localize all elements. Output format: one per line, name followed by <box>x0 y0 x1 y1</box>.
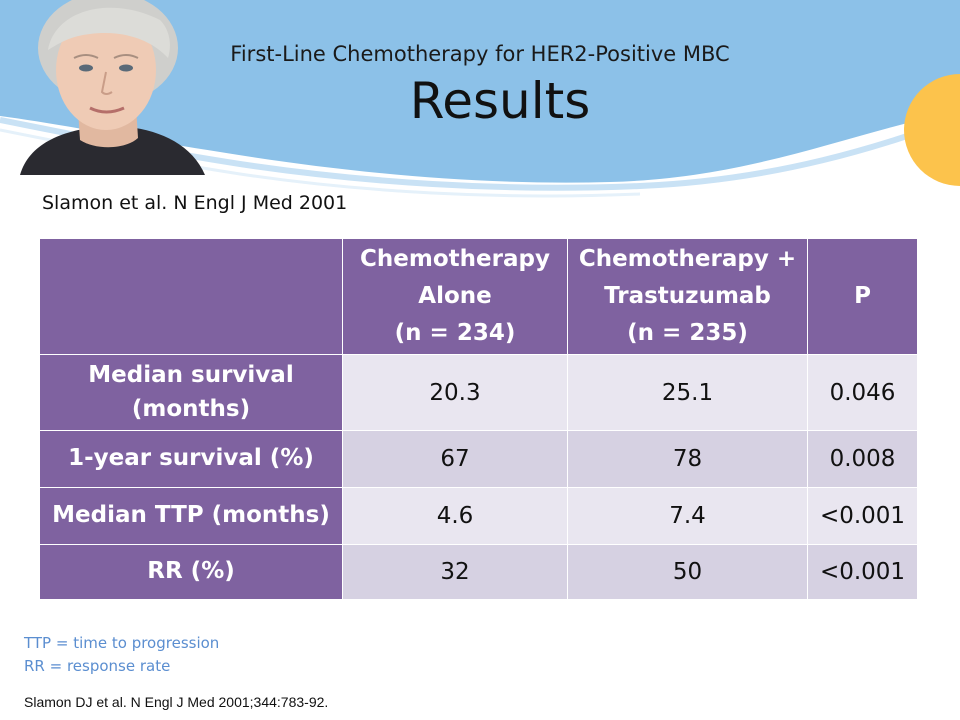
accent-circle <box>904 74 960 186</box>
header-line: Chemotherapy + <box>578 246 797 273</box>
header-line: Chemotherapy <box>360 246 550 273</box>
table-cell: 67 <box>342 430 568 488</box>
table-cell: 32 <box>342 544 568 600</box>
header-line: P <box>854 283 871 310</box>
table-cell: 4.6 <box>342 487 568 545</box>
header-line: (n = 235) <box>627 319 748 346</box>
column-header-chemo-trastuzumab: Chemotherapy + Trastuzumab (n = 235) <box>567 238 808 355</box>
header-line: Trastuzumab <box>604 283 771 310</box>
table-header-row: Chemotherapy Alone (n = 234) Chemotherap… <box>39 238 918 355</box>
table-cell: 0.008 <box>807 430 918 488</box>
table-cell: 50 <box>567 544 808 600</box>
table-cell: 0.046 <box>807 354 918 431</box>
table-row: Median TTP (months) 4.6 7.4 <0.001 <box>39 487 918 545</box>
table-cell: 7.4 <box>567 487 808 545</box>
table-cell: <0.001 <box>807 487 918 545</box>
presenter-portrait <box>20 0 205 175</box>
table-cell: 78 <box>567 430 808 488</box>
footnote-rr: RR = response rate <box>24 657 171 675</box>
study-citation: Slamon et al. N Engl J Med 2001 <box>42 192 348 214</box>
abbreviation-footnotes: TTP = time to progression RR = response … <box>24 632 219 678</box>
table-row: RR (%) 32 50 <0.001 <box>39 544 918 600</box>
table-cell: <0.001 <box>807 544 918 600</box>
row-label-line: Median survival <box>88 362 294 389</box>
row-label-median-survival: Median survival (months) <box>39 354 343 431</box>
row-label-median-ttp: Median TTP (months) <box>39 487 343 545</box>
header-banner <box>0 0 960 210</box>
slide-subtitle: First-Line Chemotherapy for HER2-Positiv… <box>230 42 730 66</box>
table-row: 1-year survival (%) 67 78 0.008 <box>39 430 918 488</box>
row-label-1-year-survival: 1-year survival (%) <box>39 430 343 488</box>
table-cell: 25.1 <box>567 354 808 431</box>
header-line: (n = 234) <box>394 319 516 346</box>
row-label-line: (months) <box>131 395 251 422</box>
table-cell: 20.3 <box>342 354 568 431</box>
row-label-rr: RR (%) <box>39 544 343 600</box>
header-line: Alone <box>418 283 492 310</box>
slide-title: Results <box>409 72 591 130</box>
table-corner-cell <box>39 238 343 355</box>
reference-citation: Slamon DJ et al. N Engl J Med 2001;344:7… <box>24 694 329 710</box>
footnote-ttp: TTP = time to progression <box>24 634 220 652</box>
column-header-p-value: P <box>807 238 918 355</box>
results-table: Chemotherapy Alone (n = 234) Chemotherap… <box>39 238 918 600</box>
table-row: Median survival (months) 20.3 25.1 0.046 <box>39 354 918 431</box>
column-header-chemo-alone: Chemotherapy Alone (n = 234) <box>342 238 568 355</box>
